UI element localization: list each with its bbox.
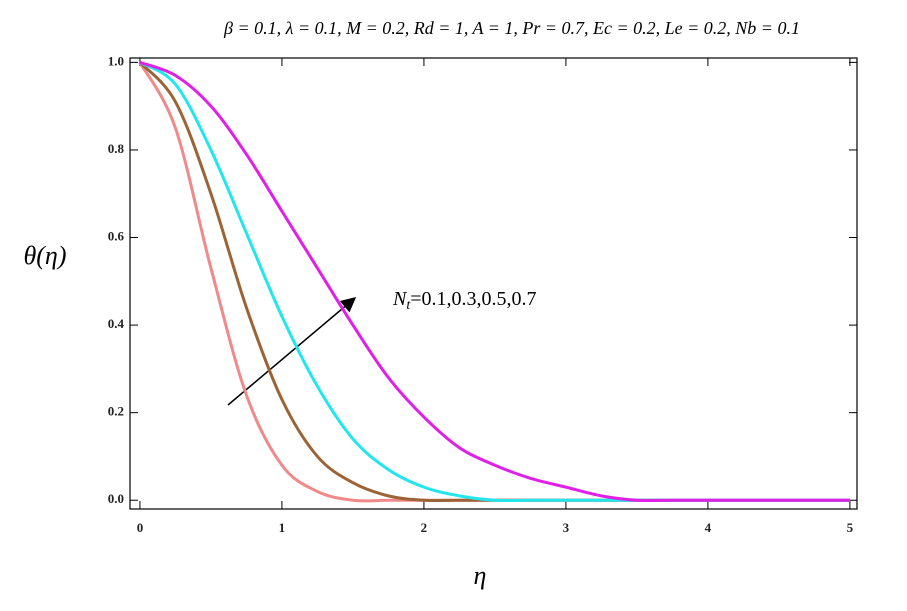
line-series — [139, 60, 850, 503]
y-axis-label: θ(η) — [24, 241, 67, 270]
x-tick-label: 5 — [847, 520, 854, 535]
line-series — [139, 61, 850, 503]
y-tick-label: 0.0 — [108, 491, 124, 506]
x-tick-label: 0 — [137, 520, 144, 535]
annotation-text: =0.1,0.3,0.5,0.7 — [410, 288, 536, 310]
annotation-base: N — [392, 288, 408, 310]
line-series — [138, 61, 850, 503]
y-tick-label: 1.0 — [108, 53, 124, 68]
chart-title: β = 0.1, λ = 0.1, M = 0.2, Rd = 1, A = 1… — [223, 18, 800, 38]
y-tick-label: 0.4 — [108, 316, 125, 331]
x-tick-label: 4 — [705, 520, 712, 535]
x-tick-label: 1 — [279, 520, 286, 535]
x-axis-label: η — [474, 561, 487, 590]
annotation-sub: t — [406, 298, 411, 313]
plot-frame — [129, 57, 858, 510]
y-tick-label: 0.6 — [108, 229, 125, 244]
y-tick-label: 0.2 — [108, 404, 124, 419]
y-tick-label: 0.8 — [108, 141, 125, 156]
annotation: Nt=0.1,0.3,0.5,0.7 — [392, 288, 537, 314]
x-tick-label: 3 — [563, 520, 570, 535]
x-tick-label: 2 — [421, 520, 428, 535]
arrow — [227, 297, 357, 406]
line-series — [138, 61, 850, 503]
